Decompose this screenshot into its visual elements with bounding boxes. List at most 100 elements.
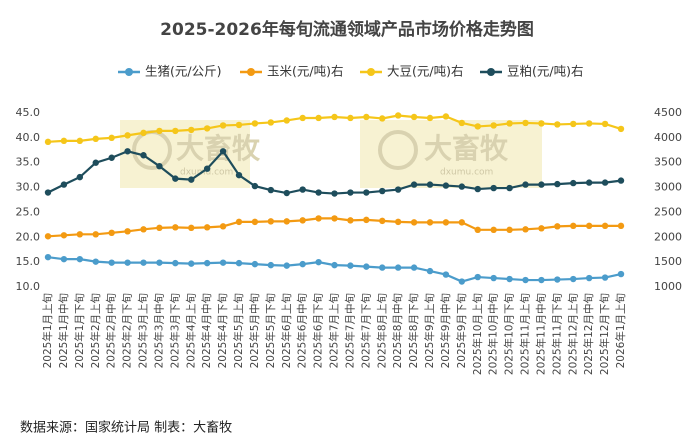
data-point [394,264,402,271]
x-tick-label: 2025年2月上旬 [89,293,102,368]
data-point [331,261,338,269]
data-point [474,226,481,234]
data-point [506,184,513,192]
data-point [251,120,259,127]
data-point [219,122,227,129]
x-tick-label: 2025年8月下旬 [407,293,420,368]
watermark-url: dxumu.com [440,168,493,178]
data-point [458,278,466,285]
x-tick-label: 2025年1月中旬 [57,293,70,368]
legend-item: 生猪(元/公斤) [118,64,221,79]
data-point [188,260,195,267]
data-point [426,267,434,275]
data-point [379,187,386,195]
legend-item: 大豆(元/吨)右 [360,64,463,79]
data-point [363,189,370,196]
x-tick-label: 2025年5月上旬 [232,293,245,368]
data-point [140,226,147,233]
watermark-text: 大畜牧 [424,132,509,165]
x-tick-label: 2025年6月下旬 [312,293,325,368]
y2-tick-label: 4000 [654,131,682,144]
data-point [172,259,179,267]
data-point [522,119,529,127]
data-point [283,262,290,269]
data-point [76,255,84,263]
x-tick-label: 2025年11月中旬 [534,293,547,375]
x-tick-label: 2025年6月中旬 [296,293,309,368]
data-point [60,137,68,145]
data-point [267,261,275,269]
x-tick-label: 2025年10月上旬 [471,293,484,375]
data-point [299,186,306,193]
data-point [442,271,450,278]
data-point [60,255,68,263]
data-point [124,132,131,139]
data-point [331,215,338,222]
data-point [44,138,52,146]
data-point [585,179,593,186]
data-point [219,259,227,266]
data-point [251,218,259,226]
y-tick-label: 15.0 [16,255,41,268]
y-tick-label: 25.0 [16,205,41,218]
data-point [44,233,52,240]
legend-marker [487,68,495,76]
data-point [235,121,243,129]
data-point [601,120,609,128]
data-point [570,120,577,128]
x-tick-label: 2025年5月中旬 [248,293,261,368]
y2-tick-label: 1000 [654,280,682,293]
data-point [283,117,290,124]
data-point [490,274,497,282]
data-point [601,179,609,186]
data-point [267,186,275,194]
data-point [172,224,179,231]
data-point [410,113,418,121]
data-point [108,134,115,142]
data-point [124,259,131,266]
data-point [490,122,497,129]
data-point [490,226,497,234]
data-point [203,224,211,231]
data-point [426,219,434,226]
x-tick-label: 2025年7月下旬 [359,293,372,368]
data-point [394,186,402,193]
watermark-logo [378,130,418,170]
data-point [203,259,211,267]
data-point [554,223,561,230]
data-point [235,171,243,179]
data-point [347,262,354,269]
x-tick-label: 2025年3月上旬 [137,293,150,368]
data-point [108,229,115,237]
legend-label: 大豆(元/吨)右 [387,64,463,79]
data-point [76,173,84,181]
y2-tick-label: 3500 [654,156,682,169]
x-tick-label: 2025年10月中旬 [487,293,500,375]
y-tick-label: 35.0 [16,156,41,169]
data-point [44,253,52,261]
data-point [522,226,529,233]
data-point [617,125,625,133]
data-point [44,189,52,196]
legend-label: 玉米(元/吨)右 [267,64,343,79]
data-point [347,114,354,122]
data-point [363,263,370,270]
data-point [458,219,466,226]
data-point [347,217,354,224]
data-point [92,258,99,265]
data-point [283,189,290,197]
y2-tick-label: 2500 [654,205,682,218]
legend-item: 豆粕(元/吨)右 [480,64,583,79]
data-point [585,274,593,282]
data-point [601,274,609,281]
data-point [538,120,545,127]
x-tick-label: 2025年11月下旬 [550,293,563,375]
x-tick-label: 2025年5月下旬 [264,293,277,368]
data-point [60,232,68,239]
data-point [203,165,211,172]
x-tick-label: 2025年1月下旬 [73,293,86,368]
data-point [60,181,68,188]
data-point [458,119,466,127]
data-point [235,259,243,267]
